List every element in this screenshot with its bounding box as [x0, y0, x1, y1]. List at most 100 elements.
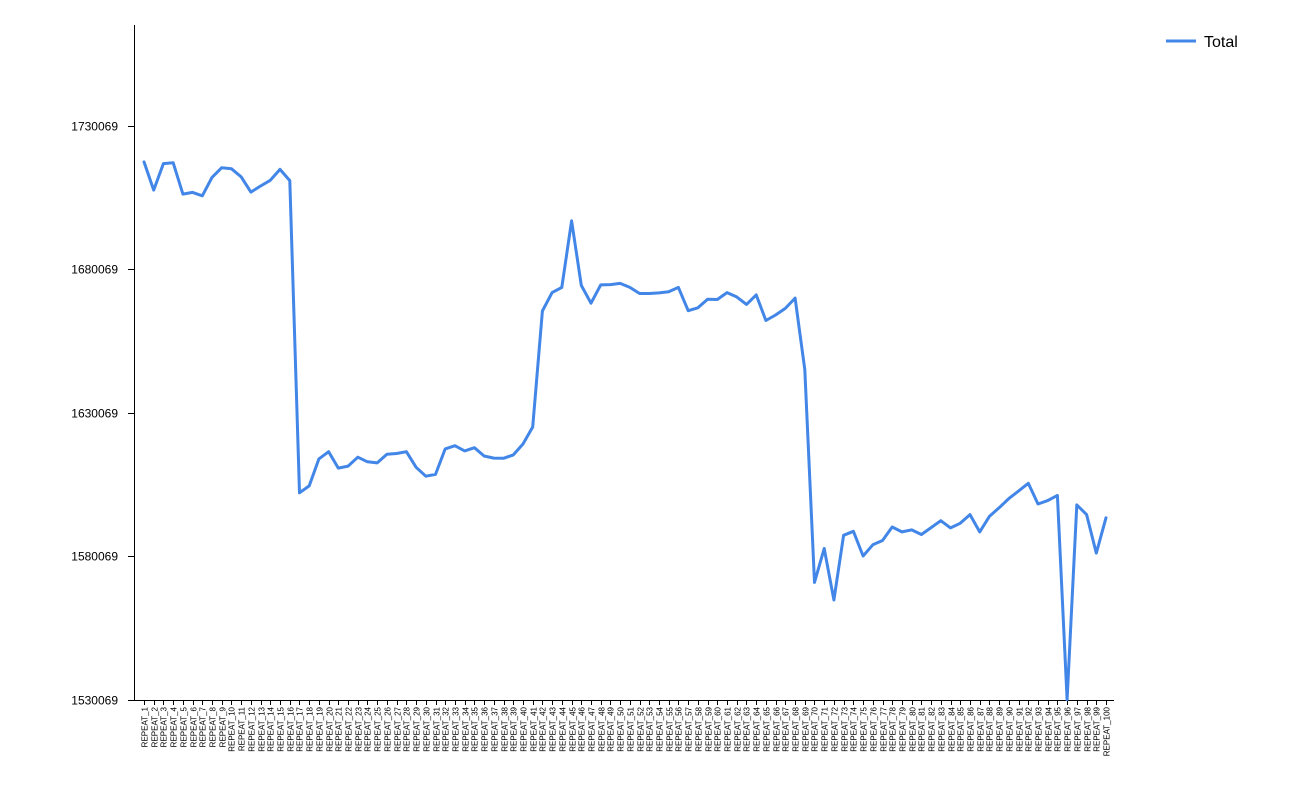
- data-point: [356, 456, 359, 459]
- x-tick-label: REPEAT_54: [656, 706, 665, 751]
- x-tick-label: REPEAT_36: [481, 706, 490, 751]
- data-point: [191, 191, 194, 194]
- data-point: [482, 454, 486, 458]
- data-point: [628, 286, 632, 289]
- y-tick-label: 1680069: [71, 263, 118, 277]
- data-point: [949, 526, 952, 530]
- data-point: [152, 188, 155, 192]
- x-tick-label: REPEAT_28: [403, 706, 412, 751]
- x-tick-label: REPEAT_6: [190, 706, 199, 747]
- x-tick-label: REPEAT_98: [1084, 706, 1093, 751]
- data-point: [861, 554, 865, 558]
- data-point: [172, 161, 175, 164]
- data-point: [210, 176, 214, 179]
- data-point: [288, 179, 291, 182]
- y-tick-label: 1530069: [71, 694, 118, 708]
- x-tick-label: REPEAT_4: [170, 706, 179, 747]
- data-point: [677, 286, 680, 289]
- x-tick-label: REPEAT_82: [928, 706, 937, 751]
- x-tick-label: REPEAT_86: [967, 706, 976, 751]
- x-tick-label: REPEAT_44: [559, 706, 568, 751]
- data-point: [181, 192, 185, 196]
- data-point: [230, 167, 233, 170]
- data-point: [259, 184, 262, 188]
- data-point: [823, 547, 826, 550]
- x-tick-label: REPEAT_50: [617, 706, 626, 751]
- x-tick-label: REPEAT_96: [1064, 706, 1073, 751]
- x-tick-label: REPEAT_5: [180, 706, 189, 747]
- x-tick-label: REPEAT_73: [841, 706, 850, 751]
- data-point: [667, 290, 670, 293]
- x-tick-label: REPEAT_81: [918, 706, 927, 751]
- x-tick-label: REPEAT_37: [491, 706, 500, 751]
- x-tick-label: REPEAT_63: [743, 706, 752, 751]
- data-point: [929, 526, 933, 529]
- data-point: [502, 457, 505, 460]
- data-point: [1046, 499, 1049, 502]
- data-point: [618, 282, 622, 285]
- data-point: [405, 450, 408, 453]
- data-point: [473, 446, 476, 449]
- data-point: [580, 284, 583, 287]
- x-tick-label: REPEAT_31: [433, 706, 442, 751]
- data-point: [716, 298, 719, 301]
- data-point: [813, 581, 816, 584]
- x-tick-label: REPEAT_68: [792, 706, 801, 751]
- data-point: [599, 283, 602, 287]
- data-point: [444, 447, 447, 451]
- y-tick-label: 1730069: [71, 120, 118, 134]
- data-point: [988, 515, 991, 518]
- y-ticks: 1530069 1580069 1630069 1680069 1730069: [71, 120, 134, 708]
- data-point: [774, 313, 777, 317]
- x-tick-label: REPEAT_97: [1074, 706, 1083, 751]
- x-tick-label: REPEAT_99: [1093, 706, 1102, 751]
- x-tick-label: REPEAT_35: [471, 706, 480, 751]
- data-point: [891, 525, 894, 529]
- x-tick-label: REPEAT_79: [899, 706, 908, 751]
- data-point: [784, 307, 787, 310]
- x-tick-label: REPEAT_27: [394, 706, 403, 751]
- x-tick-label: REPEAT_55: [666, 706, 675, 751]
- x-tick-label: REPEAT_51: [627, 706, 636, 751]
- x-tick-label: REPEAT_13: [258, 706, 267, 751]
- data-point: [920, 533, 923, 536]
- x-tick-label: REPEAT_47: [588, 706, 597, 751]
- data-point: [1027, 482, 1030, 485]
- x-tick-label: REPEAT_92: [1025, 706, 1034, 751]
- data-point: [997, 506, 1001, 509]
- x-tick-label: REPEAT_56: [675, 706, 684, 751]
- x-tick-label: REPEAT_43: [549, 706, 558, 751]
- data-point: [249, 190, 253, 194]
- x-tick-label: REPEAT_32: [442, 706, 451, 751]
- data-point: [512, 453, 515, 457]
- x-tick-label: REPEAT_18: [306, 706, 315, 751]
- data-point: [395, 452, 398, 455]
- x-tick-label: REPEAT_53: [646, 706, 655, 751]
- data-point: [648, 292, 651, 295]
- x-tick-label: REPEAT_77: [880, 706, 889, 751]
- data-point: [696, 306, 700, 309]
- x-tick-label: REPEAT_16: [287, 706, 296, 751]
- x-tick-label: REPEAT_3: [160, 706, 169, 747]
- x-tick-label: REPEAT_75: [860, 706, 869, 751]
- data-point: [492, 456, 495, 460]
- x-tick-label: REPEAT_58: [695, 706, 704, 751]
- data-point: [852, 530, 855, 533]
- data-point: [560, 286, 563, 289]
- data-point: [842, 534, 845, 537]
- x-tick-label: REPEAT_19: [316, 706, 325, 751]
- data-point: [687, 309, 690, 312]
- x-tick-label: REPEAT_8: [209, 706, 218, 747]
- x-tick-label: REPEAT_76: [870, 706, 879, 751]
- x-tick-label: REPEAT_84: [948, 706, 957, 751]
- data-point: [1085, 513, 1088, 516]
- data-point: [1065, 698, 1069, 701]
- data-point: [463, 449, 466, 453]
- x-tick-label: REPEAT_2: [151, 706, 160, 747]
- x-tick-label: REPEAT_11: [238, 706, 247, 751]
- x-tick-label: REPEAT_90: [1006, 706, 1015, 751]
- x-tick-label: REPEAT_38: [501, 706, 510, 751]
- data-point: [1036, 502, 1040, 506]
- x-tick-label: REPEAT_95: [1054, 706, 1063, 751]
- x-tick-label: REPEAT_60: [714, 706, 723, 751]
